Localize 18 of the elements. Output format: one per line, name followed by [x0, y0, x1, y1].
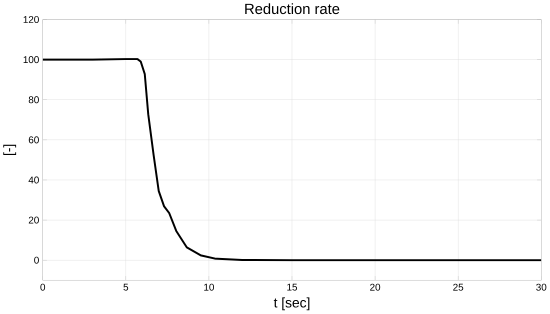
chart-title: Reduction rate	[245, 4, 340, 14]
y-tick-label: 120	[24, 16, 39, 24]
y-tick-label: 40	[28, 176, 39, 184]
x-tick-label: 15	[287, 284, 298, 291]
x-axis-title: t [sec]	[274, 298, 310, 310]
x-tick-label: 30	[536, 284, 546, 291]
y-tick-label: 100	[24, 56, 39, 64]
y-axis-title: [-]	[3, 144, 16, 156]
x-tick-label: 10	[204, 284, 214, 291]
y-tick-label: 60	[28, 136, 39, 144]
x-tick-label: 20	[370, 284, 380, 291]
x-tick-label: 25	[453, 284, 464, 291]
x-tick-label: 0	[40, 284, 46, 291]
y-tick-label: 0	[34, 256, 39, 264]
y-tick-label: 80	[28, 96, 39, 104]
y-tick-label: 20	[28, 216, 39, 224]
x-tick-label: 5	[123, 284, 128, 291]
line-series	[42, 58, 542, 262]
